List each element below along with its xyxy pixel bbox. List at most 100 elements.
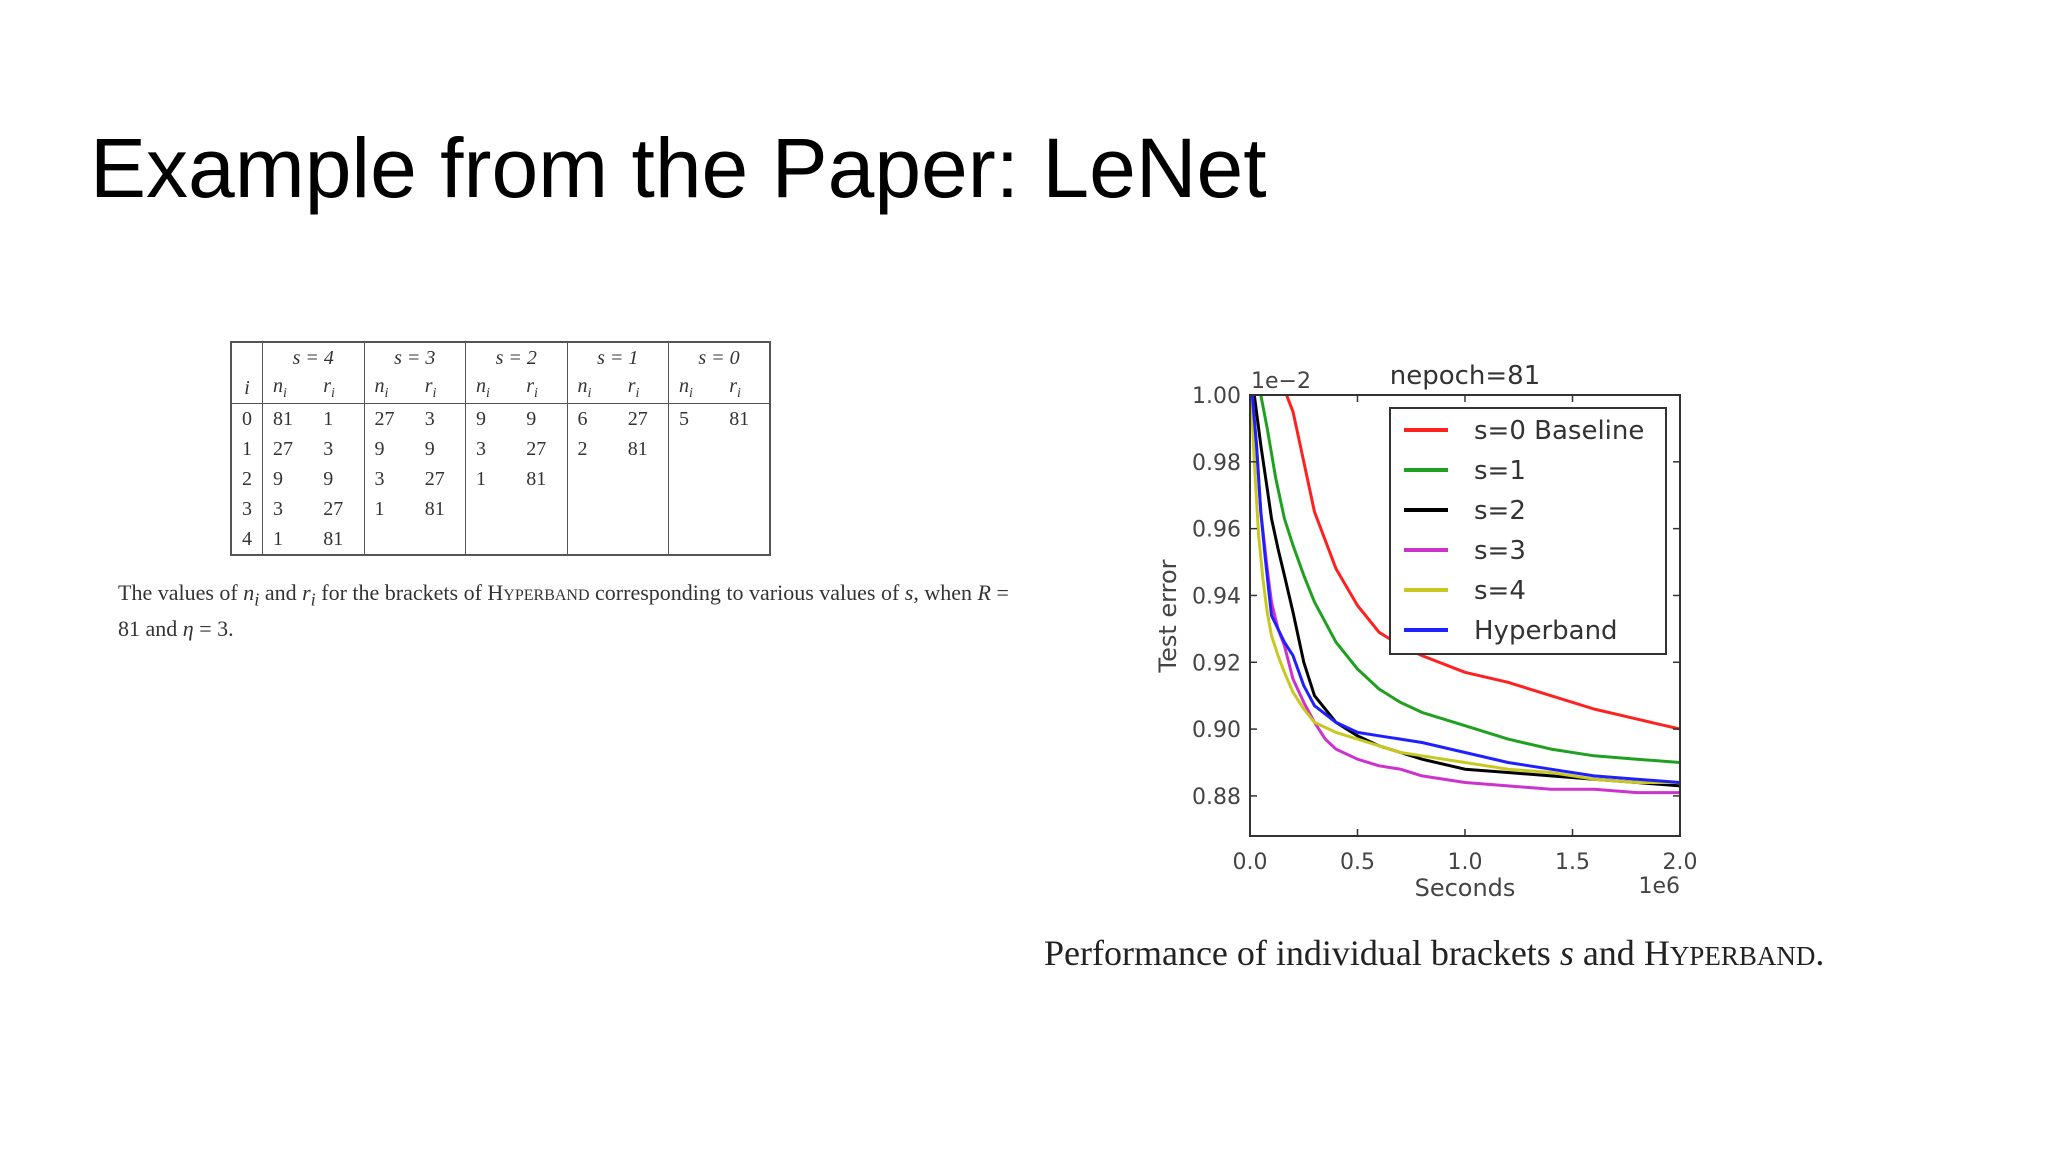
legend-label: s=3	[1474, 536, 1526, 566]
table-cell: 6	[577, 407, 588, 430]
x-axis-label: Seconds	[1415, 874, 1516, 902]
table-row: 0 81 1 27 3 9 9 6 27 5 81	[231, 403, 770, 434]
subcolumn-header: ni	[262, 373, 314, 404]
table-cell: 81	[516, 464, 568, 494]
table-cell: 3	[374, 467, 385, 490]
subcolumn-var: n	[476, 374, 486, 397]
bracket-header-label: s = 4	[292, 346, 334, 369]
row-index-cell: 0	[231, 403, 263, 434]
caption-var: s	[1559, 933, 1574, 973]
table-cell: 81	[414, 494, 466, 524]
subcolumn-index: i	[384, 385, 389, 401]
x-tick-label: 0.5	[1340, 850, 1375, 875]
figure-caption: Performance of individual brackets s and…	[1044, 932, 1824, 974]
subcolumn-var: r	[323, 374, 332, 397]
subcolumn-index: i	[432, 385, 437, 401]
subcolumn-header: ri	[516, 373, 568, 404]
y-offset-label: 1e−2	[1251, 369, 1311, 394]
caption-var: r	[302, 580, 311, 605]
table-cell: 9	[516, 403, 568, 434]
x-tick-label: 0.0	[1233, 850, 1268, 875]
table-header-cell	[231, 342, 263, 373]
subcolumn-var: n	[374, 374, 385, 397]
table-cell: 1	[374, 497, 385, 520]
subcolumn-var: n	[679, 374, 689, 397]
caption-var: n	[243, 580, 255, 605]
caption-text: and	[259, 580, 303, 605]
table-row: 1 27 3 9 9 3 27 2 81	[231, 434, 770, 464]
chart-title: nepoch=81	[1390, 361, 1541, 391]
table-cell	[617, 494, 669, 524]
y-tick-label: 0.88	[1192, 785, 1241, 810]
caption-text: = 81 and	[118, 580, 1009, 642]
x-tick-label: 2.0	[1663, 850, 1698, 875]
table-cell: 9	[414, 434, 466, 464]
y-tick-label: 1.00	[1192, 384, 1241, 409]
table-cell	[516, 524, 568, 555]
y-tick-label: 0.94	[1192, 584, 1241, 609]
y-tick-label: 0.92	[1192, 651, 1241, 676]
caption-smallcaps-first: H	[1643, 933, 1670, 973]
subcolumn-var: r	[526, 374, 535, 397]
table-cell: 81	[313, 524, 365, 555]
caption-text: , when	[913, 580, 978, 605]
row-index-cell: 2	[231, 464, 263, 494]
table-cell: 5	[679, 407, 689, 430]
bracket-table: s = 4 s = 3 s = 2 s = 1 s = 0 i ni ri ni ri…	[230, 341, 771, 556]
index-header-label: i	[244, 376, 250, 399]
legend-box	[1389, 407, 1667, 655]
table-cell: 2	[577, 437, 588, 460]
table-cell: 1	[313, 403, 365, 434]
table-row: 3 3 27 1 81	[231, 494, 770, 524]
subcolumn-index: i	[534, 385, 538, 401]
subcolumn-index: i	[635, 385, 640, 401]
table-cell: 3	[476, 437, 486, 460]
bracket-header-label: s = 0	[698, 346, 740, 369]
table-cell	[617, 464, 669, 494]
caption-smallcaps-rest: YPERBAND	[503, 587, 590, 604]
table-cell: 81	[729, 407, 750, 430]
caption-sub: i	[254, 589, 260, 610]
table-cell: 1	[273, 527, 283, 550]
subcolumn-index: i	[737, 385, 741, 401]
series-line-4	[1250, 395, 1680, 784]
subcolumn-var: n	[577, 374, 588, 397]
subcolumn-header: ni	[567, 373, 618, 404]
bracket-header: s = 0	[669, 342, 771, 373]
subcolumn-index: i	[331, 385, 335, 401]
subcolumn-header: ri	[719, 373, 770, 404]
series-line-1	[1259, 395, 1680, 764]
bracket-header: s = 4	[262, 342, 365, 373]
table-cell: 9	[476, 407, 486, 430]
row-index-cell: 1	[231, 434, 263, 464]
table-cell	[414, 524, 466, 555]
legend-label: Hyperband	[1474, 616, 1618, 646]
table-row: 2 9 9 3 27 1 81	[231, 464, 770, 494]
legend-label: s=1	[1474, 456, 1526, 486]
table-cell: 27	[516, 434, 568, 464]
series-line-5	[1250, 395, 1680, 784]
subcolumn-header: ni	[668, 373, 720, 404]
caption-var: R	[977, 580, 991, 605]
table-cell: 27	[414, 464, 466, 494]
bracket-header: s = 3	[364, 342, 466, 373]
table-cell: 27	[617, 403, 669, 434]
table-cell: 27	[374, 407, 395, 430]
caption-smallcaps-first: H	[487, 580, 504, 605]
caption-text: .	[1815, 933, 1825, 973]
x-tick-label: 1.0	[1448, 850, 1483, 875]
y-tick-label: 0.98	[1192, 451, 1241, 476]
subcolumn-var: r	[729, 374, 738, 397]
bracket-header-label: s = 3	[394, 346, 436, 369]
subcolumn-index: i	[283, 385, 287, 401]
table-caption: The values of ni and ri for the brackets…	[118, 578, 1018, 644]
caption-text: Performance of individual brackets	[1044, 933, 1560, 973]
caption-text: corresponding to various values of	[589, 580, 905, 605]
table-header-subcolumns: i ni ri ni ri ni ri ni ri ni ri	[231, 373, 770, 404]
bracket-header: s = 2	[465, 342, 568, 373]
caption-text: for the brackets of	[315, 580, 488, 605]
subcolumn-var: r	[627, 374, 636, 397]
subcolumn-index: i	[486, 385, 490, 401]
subcolumn-header: ri	[313, 373, 365, 404]
